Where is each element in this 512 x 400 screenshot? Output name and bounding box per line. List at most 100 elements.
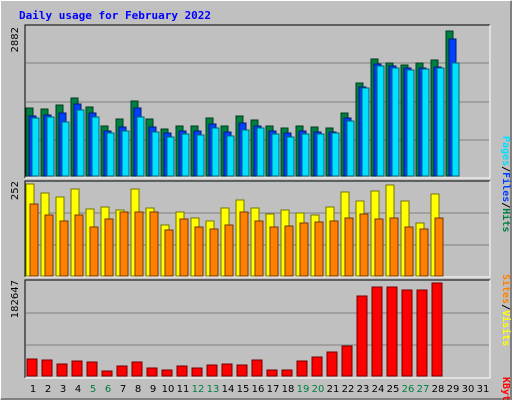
x-tick-day-22: 22 (342, 384, 355, 395)
x-tick-day-8: 8 (135, 384, 141, 395)
pages-bar-day-8 (136, 116, 145, 177)
legend-separator: / (500, 166, 511, 172)
pages-bar-day-25 (391, 67, 400, 177)
x-tick-day-29: 29 (447, 384, 460, 395)
kbytes-bar-day-12 (191, 367, 203, 377)
sites-bar-day-5 (89, 226, 99, 277)
x-tick-day-23: 23 (357, 384, 370, 395)
x-tick-day-21: 21 (327, 384, 340, 395)
sites-bar-day-13 (209, 228, 219, 277)
sites-bar-day-9 (149, 211, 159, 277)
kbytes-bar-day-20 (311, 356, 323, 377)
x-tick-day-26: 26 (402, 384, 415, 395)
kbytes-bar-day-17 (266, 369, 278, 377)
sites-bar-day-8 (134, 211, 144, 277)
hits-panel-frame-dark (24, 24, 490, 178)
pages-bar-day-3 (61, 121, 70, 177)
kbytes-bar-day-4 (71, 360, 83, 377)
x-tick-day-11: 11 (177, 384, 190, 395)
x-tick-day-18: 18 (282, 384, 295, 395)
sites-bar-day-22 (344, 217, 354, 277)
x-tick-day-16: 16 (252, 384, 265, 395)
kbytes-panel-frame-dark (24, 279, 490, 378)
x-tick-day-27: 27 (417, 384, 430, 395)
kbytes-bar-day-28 (431, 282, 443, 377)
x-tick-day-4: 4 (75, 384, 81, 395)
sites-bar-day-11 (179, 218, 189, 277)
hits-max-label: 2882 (10, 27, 21, 52)
x-tick-day-13: 13 (207, 384, 220, 395)
legend-hits: Hits (500, 208, 512, 232)
pages-bar-day-26 (406, 69, 415, 177)
x-tick-day-28: 28 (432, 384, 445, 395)
x-tick-day-19: 19 (297, 384, 310, 395)
sites-bar-day-23 (359, 213, 369, 277)
x-tick-day-1: 1 (30, 384, 36, 395)
kbytes-bar-day-3 (56, 363, 68, 377)
visits-panel-frame-light (25, 181, 491, 278)
sites-bar-day-21 (329, 220, 339, 277)
x-tick-day-6: 6 (105, 384, 111, 395)
legend-sites: Sites (500, 274, 512, 304)
kbytes-bar-day-19 (296, 360, 308, 377)
chart-title: Daily usage for February 2022 (19, 9, 211, 22)
pages-bar-day-13 (211, 127, 220, 177)
pages-bar-day-28 (436, 67, 445, 177)
sites-bar-day-1 (29, 203, 39, 277)
x-tick-day-15: 15 (237, 384, 250, 395)
legend-pages: Pages (500, 136, 511, 166)
legend-files: Files (500, 172, 512, 202)
kbytes-bar-day-13 (206, 364, 218, 377)
sites-bar-day-3 (59, 220, 69, 277)
visits-panel-legend: Sites/Visits (500, 274, 512, 346)
legend-kbytes: KBytes (500, 377, 511, 400)
sites-bar-day-7 (119, 211, 129, 277)
x-tick-day-17: 17 (267, 384, 280, 395)
kbytes-bar-day-1 (26, 358, 38, 377)
sites-bar-day-4 (74, 214, 84, 277)
sites-bar-day-26 (404, 226, 414, 277)
pages-bar-day-11 (181, 133, 190, 177)
kbytes-bar-day-16 (251, 359, 263, 377)
sites-bar-day-17 (269, 226, 279, 277)
sites-bar-day-18 (284, 225, 294, 277)
kbytes-bar-day-8 (131, 361, 143, 377)
sites-bar-day-14 (224, 224, 234, 277)
pages-bar-day-9 (151, 131, 160, 177)
x-tick-day-5: 5 (90, 384, 96, 395)
x-tick-day-25: 25 (387, 384, 400, 395)
sites-bar-day-2 (44, 214, 54, 277)
pages-bar-day-7 (121, 130, 130, 177)
x-tick-day-24: 24 (372, 384, 385, 395)
pages-bar-day-17 (271, 133, 280, 177)
kbytes-bar-day-2 (41, 359, 53, 377)
kbytes-max-label: 182647 (10, 280, 21, 318)
x-tick-day-7: 7 (120, 384, 126, 395)
x-tick-day-20: 20 (312, 384, 325, 395)
kbytes-bar-day-15 (236, 364, 248, 377)
sites-bar-day-28 (434, 217, 444, 277)
x-tick-day-9: 9 (150, 384, 156, 395)
x-tick-day-30: 30 (462, 384, 475, 395)
x-tick-day-3: 3 (60, 384, 66, 395)
pages-bar-day-16 (256, 127, 265, 177)
x-tick-day-14: 14 (222, 384, 235, 395)
x-tick-day-10: 10 (162, 384, 175, 395)
x-axis-labels: 1 2 3 4 5 6 7 8 9 10 11 12 13 14 15 16 17 18 19 20 21 22 23 24 2… (30, 384, 490, 395)
x-tick-day-31: 31 (477, 384, 490, 395)
pages-bar-day-5 (91, 116, 100, 177)
pages-bar-day-14 (226, 135, 235, 177)
visits-panel: 252 (10, 180, 491, 278)
kbytes-bar-day-24 (371, 286, 383, 377)
kbytes-bar-day-10 (161, 369, 173, 377)
sites-bar-day-19 (299, 222, 309, 277)
pages-bar-day-10 (166, 136, 175, 177)
kbytes-bar-day-9 (146, 367, 158, 377)
x-tick-day-2: 2 (45, 384, 51, 395)
visits-max-label: 252 (10, 181, 21, 200)
sites-bar-day-25 (389, 217, 399, 277)
pages-bar-day-29 (451, 62, 460, 177)
pages-bar-day-24 (376, 65, 385, 177)
kbytes-bar-day-5 (86, 361, 98, 377)
